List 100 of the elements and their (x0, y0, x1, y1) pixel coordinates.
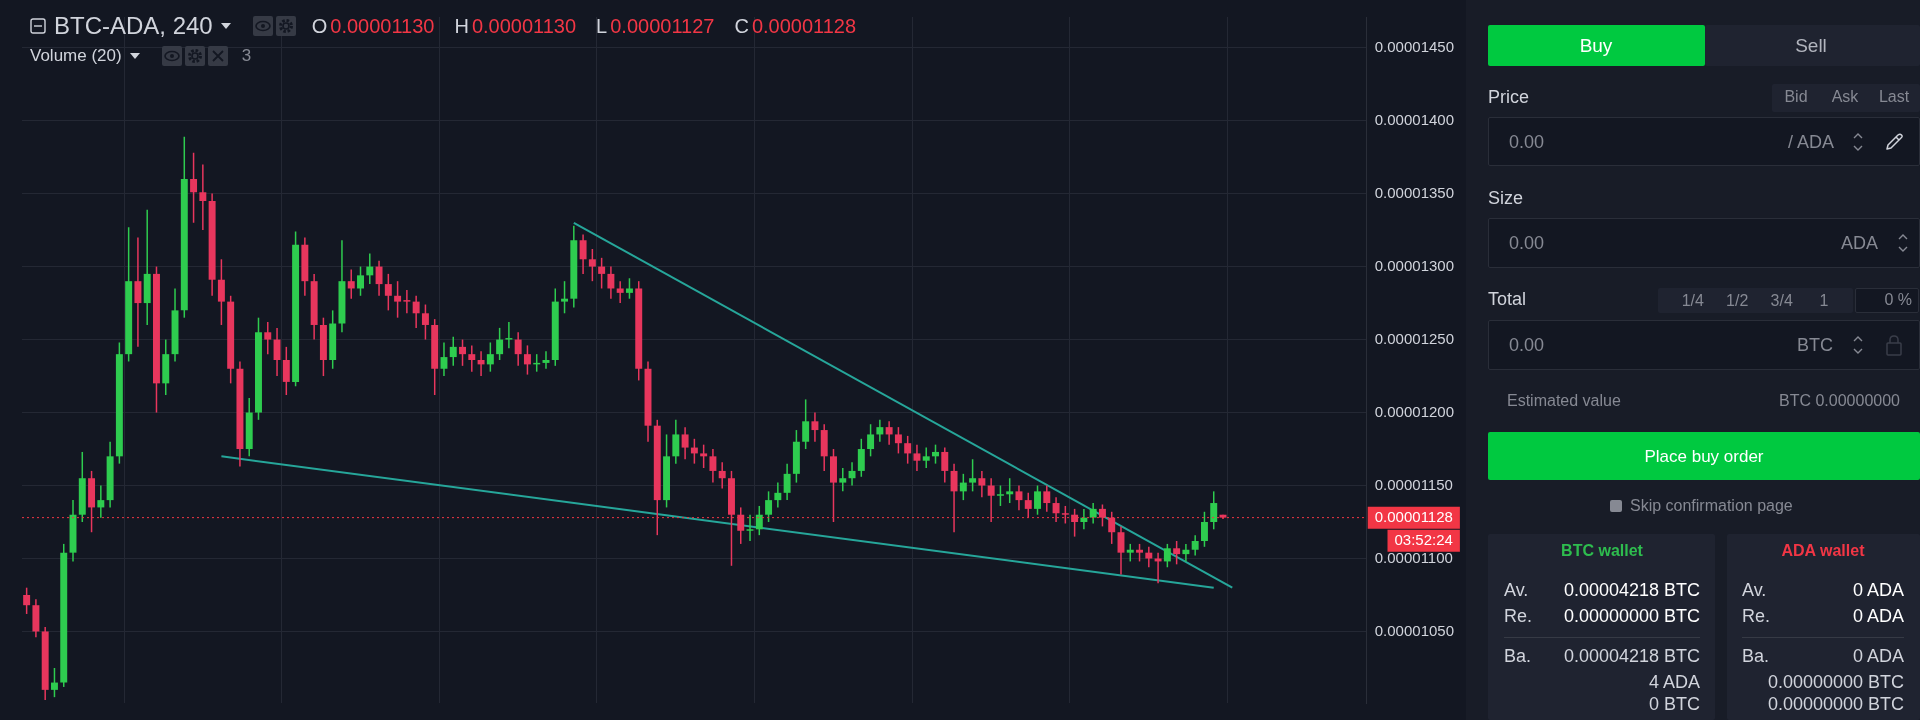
y-tick-label: 0.00001100 (1374, 548, 1453, 566)
candlestick (700, 443, 708, 469)
candlestick (375, 260, 383, 297)
text: Last (1878, 88, 1910, 106)
candlestick (802, 398, 810, 450)
candlestick (681, 426, 689, 460)
candlestick (839, 467, 847, 493)
text: 0.00000000 BTC (1767, 693, 1904, 715)
annotation: C (734, 14, 749, 37)
candlestick (672, 419, 680, 465)
candlestick (765, 490, 773, 523)
candlestick (514, 331, 522, 367)
candlestick (477, 350, 485, 377)
candlestick (941, 446, 949, 484)
candlestick (1173, 540, 1181, 566)
candlestick (913, 443, 921, 472)
text: 0 % (1884, 291, 1912, 309)
candlestick (959, 473, 967, 501)
text: Sell (1795, 35, 1827, 57)
text: Ba. (1742, 645, 1770, 667)
candlestick (347, 268, 355, 300)
text: Ask (1831, 88, 1859, 106)
text: 0 ADA (1852, 579, 1904, 601)
candlestick (904, 435, 912, 465)
candlestick (394, 280, 402, 319)
y-tick-label: 0.00001300 (1374, 256, 1454, 274)
text: Total (1488, 288, 1527, 310)
text: Av. (1504, 579, 1529, 601)
candlestick (922, 446, 930, 469)
candlestick (1080, 508, 1088, 531)
y-tick-label: 0.00001150 (1374, 475, 1453, 493)
candlestick (755, 505, 763, 536)
candlestick (718, 461, 726, 490)
text: 4 ADA (1648, 671, 1700, 693)
candlestick (987, 477, 995, 523)
candlestick (1210, 490, 1218, 531)
text: Skip confirmation page (1630, 497, 1793, 515)
text: ADA (1840, 232, 1878, 254)
candlestick (867, 423, 875, 458)
candlestick (1015, 484, 1023, 512)
candlestick (1071, 508, 1079, 538)
ref-line-label: 0.00001128 (1374, 507, 1453, 525)
candlestick (523, 344, 531, 376)
text: BTC wallet (1561, 542, 1643, 560)
y-tick-label: 0.00001400 (1374, 110, 1454, 128)
candlestick (616, 280, 624, 304)
chart-title: BTC-ADA, 240 (54, 12, 213, 40)
candlestick (950, 462, 958, 533)
y-tick-label: 0.00001250 (1374, 329, 1454, 347)
candlestick (774, 481, 782, 509)
candlestick (449, 335, 457, 367)
candlestick (486, 341, 494, 373)
candlestick (459, 338, 466, 367)
text: 0 BTC (1648, 693, 1700, 715)
candlestick (894, 426, 902, 455)
candlestick (217, 258, 225, 326)
annotation: L (596, 14, 608, 37)
text: 03:52:24 (1394, 530, 1453, 548)
candlestick (969, 458, 977, 493)
candlestick (1089, 502, 1097, 525)
candlestick (273, 327, 281, 377)
text: BTC 0.00000000 (1779, 392, 1900, 410)
candlestick (190, 151, 198, 224)
candlestick (134, 236, 142, 348)
candlestick (421, 303, 429, 341)
annotation: 0.00001128 (751, 14, 857, 37)
candlestick (468, 344, 476, 373)
candlestick (746, 513, 754, 542)
candlestick (23, 586, 31, 615)
text: 0 ADA (1852, 645, 1904, 667)
y-tick-label: 0.00001200 (1374, 402, 1454, 420)
candlestick (384, 273, 392, 312)
text: 0.00000000 BTC (1563, 605, 1700, 627)
text: 0.00 (1509, 232, 1545, 254)
annotation: 0.00001130 (330, 14, 435, 37)
text: Size (1488, 187, 1524, 209)
text: Av. (1742, 579, 1767, 601)
text: BTC (1797, 334, 1833, 356)
candlestick (1052, 496, 1060, 523)
candlestick (1006, 477, 1014, 504)
y-tick-label: 0.00001050 (1374, 621, 1454, 639)
candlestick (1182, 543, 1190, 563)
candlestick (1191, 534, 1199, 557)
candlestick (440, 341, 448, 377)
annotation: 0.00001127 (610, 14, 715, 37)
candlestick (1163, 543, 1171, 569)
candlestick (403, 289, 411, 315)
candlestick (282, 346, 290, 396)
text: 0.00 (1509, 334, 1545, 356)
y-tick-label: 0.00001350 (1374, 183, 1454, 201)
candlestick (598, 257, 606, 290)
candlestick (625, 277, 633, 300)
candlestick (848, 461, 856, 487)
candlestick (1108, 511, 1116, 545)
candlestick (588, 248, 596, 282)
candlestick (996, 484, 1004, 507)
text: Re. (1504, 605, 1533, 627)
candlestick (1145, 546, 1153, 569)
candlestick (885, 420, 893, 446)
annotation: Volume (20) (30, 46, 122, 66)
